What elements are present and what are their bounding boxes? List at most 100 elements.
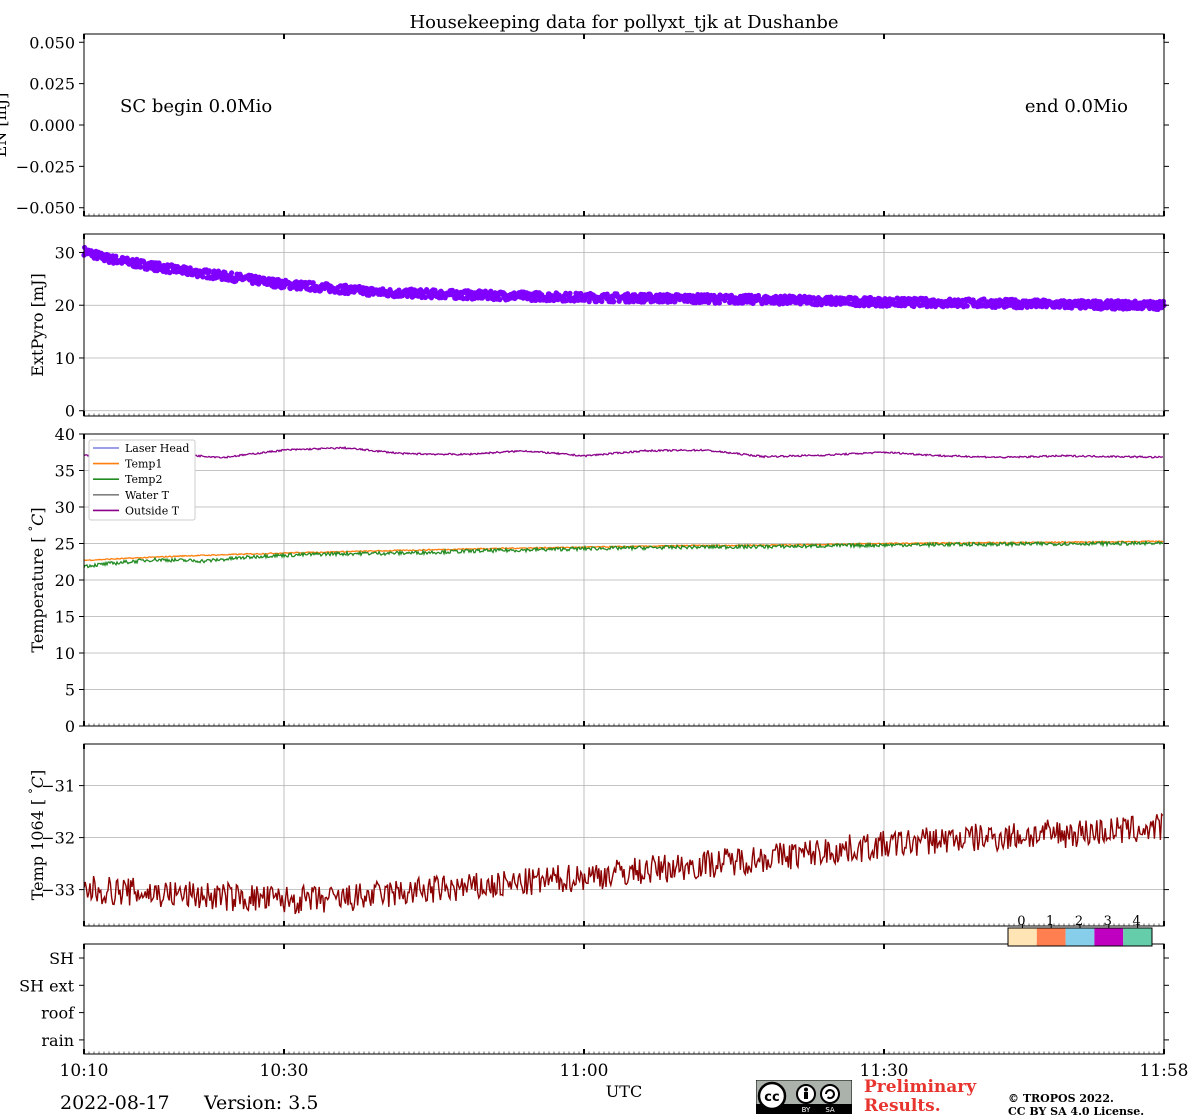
data-point — [567, 290, 573, 296]
y-tick-label: 30 — [55, 243, 75, 262]
y-axis-label: Temp 1064 [ °C] — [27, 770, 47, 901]
colorbar-cell — [1123, 928, 1152, 946]
y-tick-label: −0.050 — [16, 199, 75, 218]
footer-version: Version: 3.5 — [204, 1092, 319, 1114]
cc-circle-icon — [757, 1081, 787, 1111]
x-tick-label: 11:00 — [560, 1061, 609, 1081]
y-tick-label: −33 — [41, 881, 75, 900]
x-tick-label: 10:10 — [60, 1061, 109, 1081]
legend-label: Temp2 — [125, 473, 162, 486]
data-point — [206, 268, 212, 274]
colorbar-cell — [1065, 928, 1095, 946]
data-point — [625, 291, 631, 297]
y-tick-label: 15 — [55, 608, 75, 627]
preliminary-line-1: Preliminary — [864, 1077, 977, 1097]
colorbar-label: 0 — [1017, 914, 1025, 929]
data-point — [229, 270, 235, 276]
data-point — [310, 280, 316, 286]
preliminary-results-notice: Preliminary Results. — [864, 1078, 976, 1116]
cc-license-badge[interactable]: cc BY SA — [756, 1080, 852, 1114]
axes-frame — [83, 33, 1165, 217]
x-tick-label: 11:30 — [860, 1061, 909, 1081]
cc-sa-label: SA — [825, 1106, 835, 1114]
series-temp2 — [83, 539, 1164, 569]
y-axis-label: ExtPyro [mJ] — [28, 273, 47, 376]
y-tick-label: 0 — [65, 402, 75, 421]
y-tick-label: 20 — [55, 296, 75, 315]
status-category-label: rain — [41, 1031, 74, 1050]
axes-frame — [83, 233, 1165, 417]
data-point — [599, 298, 605, 305]
y-axis-label: Temperature [ °C] — [27, 507, 47, 652]
data-point — [366, 292, 372, 298]
status-category-label: SH — [49, 949, 74, 968]
x-axis-label: UTC — [606, 1082, 642, 1101]
chart-title: Housekeeping data for pollyxt_tjk at Dus… — [409, 12, 838, 33]
data-point — [716, 300, 723, 306]
copyright-notice: © TROPOS 2022. CC BY SA 4.0 License. — [1008, 1092, 1144, 1118]
y-tick-label: 0.025 — [29, 75, 75, 94]
status-colorbar: 0 1 2 3 4 — [1007, 914, 1153, 947]
cc-text: cc — [764, 1090, 779, 1105]
legend-label: Outside T — [125, 504, 180, 517]
y-tick-label: 0 — [65, 717, 75, 736]
legend: Laser Head Temp1 Temp2 Water T Outside T — [88, 439, 196, 521]
colorbar-cell — [1008, 928, 1037, 946]
series-outside-t — [84, 445, 1164, 459]
y-tick-label: 30 — [55, 498, 75, 517]
x-tick-label: 11:58 — [1140, 1061, 1189, 1081]
axes-frame — [83, 943, 1165, 1055]
status-category-label: roof — [41, 1004, 75, 1023]
copyright-line-1: © TROPOS 2022. — [1008, 1092, 1114, 1105]
panel-temperature: 0 5 10 15 20 25 30 35 40 Temperature [ °C] Laser H… — [27, 425, 1169, 736]
data-point — [964, 303, 970, 309]
data-point — [419, 294, 425, 301]
data-point — [137, 264, 143, 270]
data-point — [497, 297, 503, 303]
y-tick-label: 10 — [55, 644, 75, 663]
data-point — [1160, 298, 1166, 304]
data-point — [167, 270, 173, 276]
y-tick-label: −31 — [41, 777, 75, 796]
y-tick-label: 0.050 — [29, 33, 75, 52]
y-tick-label: 25 — [55, 535, 75, 554]
data-point — [533, 297, 539, 303]
status-category-label: SH ext — [19, 976, 74, 995]
sc-end-annotation: end 0.0Mio — [1025, 96, 1128, 117]
data-point — [200, 274, 206, 280]
y-tick-label: 10 — [55, 349, 75, 368]
panel-en: −0.050 −0.025 0.000 0.025 0.050 EN [mJ] SC beg… — [0, 33, 1169, 218]
panel-status: SH SH ext roof rain 0 1 2 3 4 — [19, 914, 1169, 1055]
legend-label: Laser Head — [125, 442, 189, 455]
data-point — [611, 298, 617, 305]
legend-label: Water T — [125, 489, 170, 502]
sc-begin-annotation: SC begin 0.0Mio — [120, 96, 272, 117]
colorbar-label: 3 — [1104, 914, 1112, 929]
y-tick-label: −32 — [41, 829, 75, 848]
y-tick-label: 20 — [55, 571, 75, 590]
y-axis-label: EN [mJ] — [0, 93, 10, 158]
panel-extpyro: 0 10 20 30 ExtPyro [mJ] — [28, 233, 1169, 421]
copyright-line-2: CC BY SA 4.0 License. — [1008, 1105, 1145, 1118]
colorbar-label: 2 — [1075, 914, 1083, 929]
footer-date: 2022-08-17 — [60, 1092, 170, 1114]
series-temp1064 — [83, 812, 1164, 915]
colorbar-frame — [1007, 927, 1153, 947]
preliminary-line-2: Results. — [864, 1096, 941, 1116]
x-tick-label: 10:30 — [260, 1061, 309, 1081]
axes-frame — [83, 743, 1165, 927]
colorbar-cell — [1094, 928, 1124, 946]
y-tick-label: −0.025 — [16, 157, 75, 176]
legend-box — [88, 439, 196, 521]
series-extpyro — [81, 244, 1167, 312]
colorbar-label: 1 — [1046, 914, 1054, 929]
colorbar-cell — [1036, 928, 1066, 946]
data-point — [604, 291, 610, 297]
data-point — [907, 296, 913, 302]
y-tick-label: 5 — [65, 681, 75, 700]
y-tick-label: 35 — [55, 462, 75, 481]
data-point — [396, 287, 402, 293]
legend-label: Temp1 — [125, 458, 162, 471]
